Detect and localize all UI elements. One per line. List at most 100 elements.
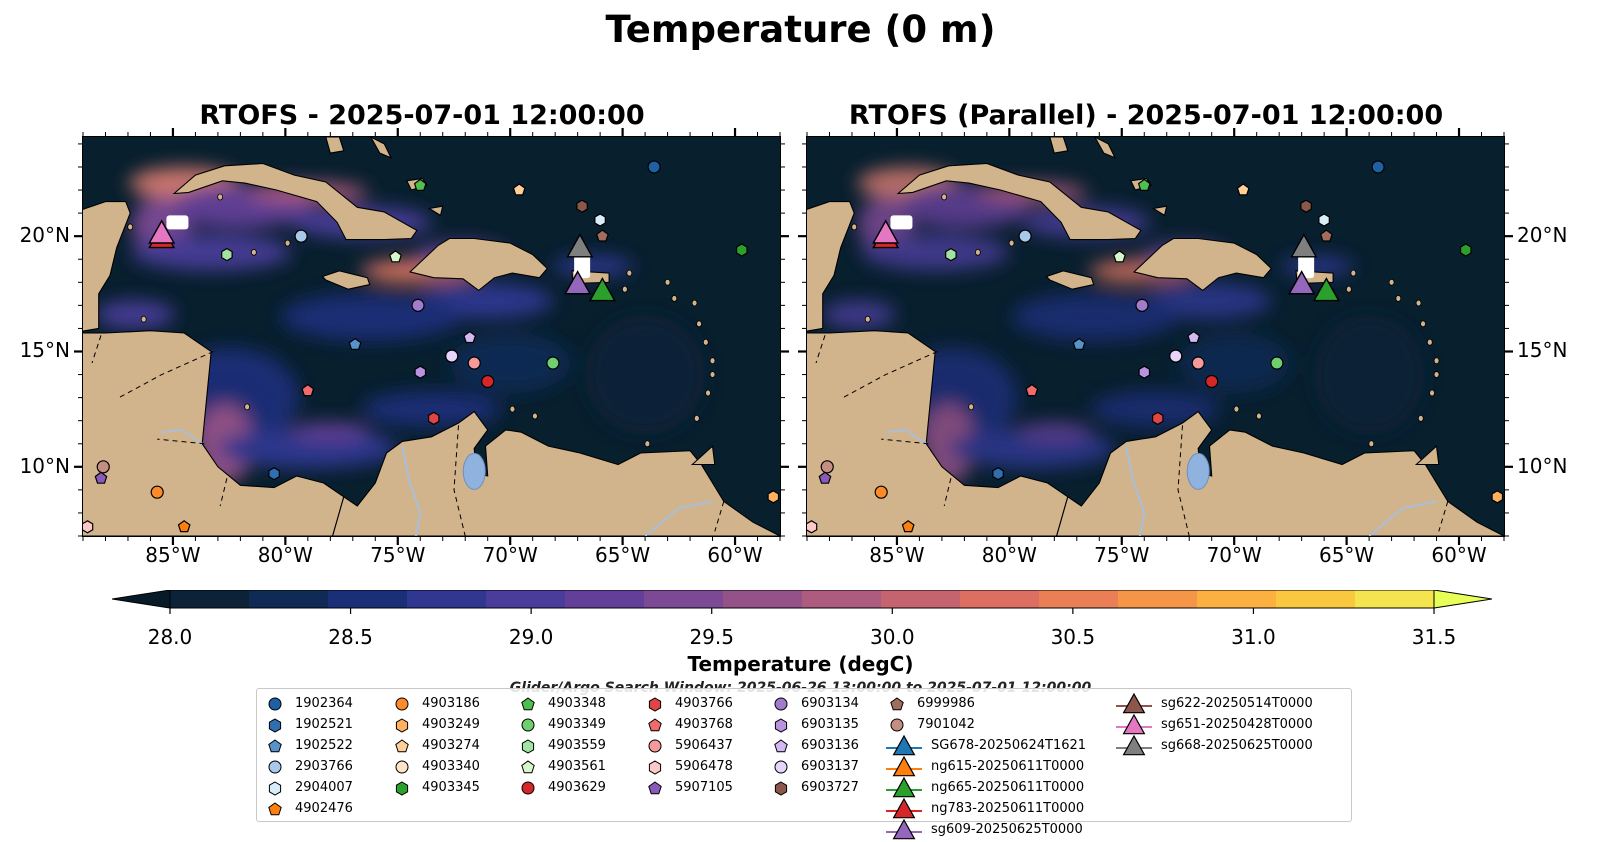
argo-float-4903629[interactable] — [1205, 374, 1219, 389]
legend-item[interactable]: 4903768 — [643, 714, 733, 735]
argo-float-4903768[interactable] — [1025, 383, 1039, 397]
legend-item[interactable]: 6903135 — [769, 714, 859, 735]
glider-sg651-20250428T0000[interactable] — [148, 219, 176, 244]
argo-float-4903348[interactable] — [413, 178, 427, 191]
argo-float-4903561[interactable] — [389, 250, 402, 263]
legend-item[interactable]: 6903134 — [769, 693, 859, 714]
legend-item[interactable]: SG678-20250624T1621 — [885, 734, 1086, 756]
argo-float-6903136[interactable] — [463, 330, 477, 344]
argo-float-1902521[interactable] — [268, 467, 280, 481]
legend-item[interactable]: 4903274 — [390, 735, 480, 756]
argo-float-5906478[interactable] — [807, 520, 818, 534]
argo-float-4903348[interactable] — [1137, 178, 1151, 191]
legend-item[interactable]: ng615-20250611T0000 — [885, 755, 1086, 777]
argo-float-6903137[interactable] — [1169, 349, 1183, 363]
argo-float-6903134[interactable] — [411, 298, 425, 312]
legend-item[interactable]: 4903559 — [516, 735, 606, 756]
argo-float-7901042[interactable] — [820, 460, 834, 474]
argo-float-2904007[interactable] — [594, 213, 606, 227]
argo-float-1902364[interactable] — [647, 160, 661, 174]
legend-item[interactable]: 5907105 — [643, 777, 733, 798]
legend-item[interactable]: 4903186 — [390, 693, 480, 714]
legend-item[interactable]: 4903629 — [516, 777, 606, 798]
argo-float-7901042[interactable] — [96, 460, 110, 474]
argo-float-2904007[interactable] — [1318, 213, 1330, 227]
argo-float-6999986[interactable] — [1319, 229, 1333, 242]
legend-item[interactable]: 1902521 — [263, 714, 353, 735]
argo-float-6903135[interactable] — [414, 365, 427, 379]
glider-ng665-20250611T0000[interactable] — [588, 277, 616, 302]
argo-float-4903766[interactable] — [428, 411, 440, 426]
legend-item[interactable]: 6903727 — [769, 777, 859, 798]
legend-item[interactable]: sg651-20250428T0000 — [1115, 713, 1313, 735]
argo-float-6903727[interactable] — [576, 199, 588, 213]
legend-item[interactable]: 4903345 — [390, 777, 480, 798]
argo-float-4903186[interactable] — [150, 485, 164, 499]
glider-sg609-20250625T0000[interactable] — [1288, 270, 1316, 295]
legend-item[interactable]: 4903348 — [516, 693, 606, 714]
argo-float-5906437[interactable] — [1191, 356, 1205, 370]
argo-float-4903345[interactable] — [735, 243, 748, 257]
map-panel-rtofs[interactable] — [82, 136, 781, 537]
legend-item[interactable]: 4903766 — [643, 693, 733, 714]
argo-float-6999986[interactable] — [595, 229, 609, 242]
legend-item[interactable]: 2904007 — [263, 777, 353, 798]
legend-item[interactable]: 5906478 — [643, 756, 733, 777]
argo-float-4903345[interactable] — [1459, 243, 1472, 257]
argo-float-2903766[interactable] — [1018, 229, 1032, 243]
legend-item[interactable]: 4903249 — [390, 714, 480, 735]
argo-float-6903135[interactable] — [1138, 365, 1151, 379]
argo-float-4903559[interactable] — [221, 247, 233, 262]
legend-item[interactable]: 6999986 — [885, 693, 1086, 714]
legend-item[interactable]: 4903340 — [390, 756, 480, 777]
legend-item[interactable]: 4902476 — [263, 798, 353, 819]
legend-item[interactable]: 5906437 — [643, 735, 733, 756]
argo-float-6903137[interactable] — [445, 349, 459, 363]
legend-item[interactable]: ng783-20250611T0000 — [885, 797, 1086, 819]
argo-float-6903727[interactable] — [1300, 199, 1312, 213]
argo-float-5906478[interactable] — [83, 520, 94, 534]
argo-float-4903561[interactable] — [1113, 250, 1126, 263]
argo-float-6903134[interactable] — [1135, 298, 1149, 312]
legend-item[interactable]: 1902522 — [263, 735, 353, 756]
argo-float-4903186[interactable] — [874, 485, 888, 499]
legend-item[interactable]: sg622-20250514T0000 — [1115, 692, 1313, 714]
argo-float-4903349[interactable] — [1270, 356, 1284, 370]
argo-float-1902522[interactable] — [348, 337, 362, 350]
argo-float-5906437[interactable] — [467, 356, 481, 370]
glider-sg609-20250625T0000[interactable] — [564, 270, 592, 295]
argo-float-4903249[interactable] — [1491, 490, 1504, 504]
argo-float-4903274[interactable] — [1236, 183, 1250, 196]
map-panel-rtofs-parallel[interactable] — [806, 136, 1505, 537]
argo-float-4902476[interactable] — [177, 520, 191, 533]
legend-item[interactable]: sg609-20250625T0000 — [885, 818, 1086, 840]
legend-item[interactable]: 4903561 — [516, 756, 606, 777]
argo-float-1902522[interactable] — [1072, 337, 1086, 350]
argo-float-4903349[interactable] — [546, 356, 560, 370]
argo-float-4903768[interactable] — [301, 383, 315, 397]
argo-float-1902364[interactable] — [1371, 160, 1385, 174]
argo-float-5907105[interactable] — [94, 471, 108, 484]
legend-item[interactable]: 2903766 — [263, 756, 353, 777]
argo-float-1902521[interactable] — [992, 467, 1004, 481]
argo-float-2903766[interactable] — [294, 229, 308, 243]
argo-float-4902476[interactable] — [901, 520, 915, 533]
legend-item[interactable]: 4903349 — [516, 714, 606, 735]
legend-item[interactable]: 1902364 — [263, 693, 353, 714]
argo-float-6903136[interactable] — [1187, 330, 1201, 344]
legend-item[interactable]: 6903137 — [769, 756, 859, 777]
glider-sg651-20250428T0000[interactable] — [872, 219, 900, 244]
argo-float-4903559[interactable] — [945, 247, 957, 262]
glider-sg668-20250625T0000[interactable] — [566, 233, 594, 258]
legend-item[interactable]: 6903136 — [769, 735, 859, 756]
legend-item[interactable]: 7901042 — [885, 714, 1086, 735]
argo-float-4903249[interactable] — [767, 490, 780, 504]
argo-float-4903274[interactable] — [512, 183, 526, 196]
legend-item[interactable]: sg668-20250625T0000 — [1115, 734, 1313, 756]
argo-float-4903766[interactable] — [1152, 411, 1164, 426]
legend-item[interactable]: ng665-20250611T0000 — [885, 776, 1086, 798]
argo-float-5907105[interactable] — [818, 471, 832, 484]
argo-float-4903629[interactable] — [481, 374, 495, 389]
glider-sg668-20250625T0000[interactable] — [1290, 233, 1318, 258]
glider-ng665-20250611T0000[interactable] — [1312, 277, 1340, 302]
